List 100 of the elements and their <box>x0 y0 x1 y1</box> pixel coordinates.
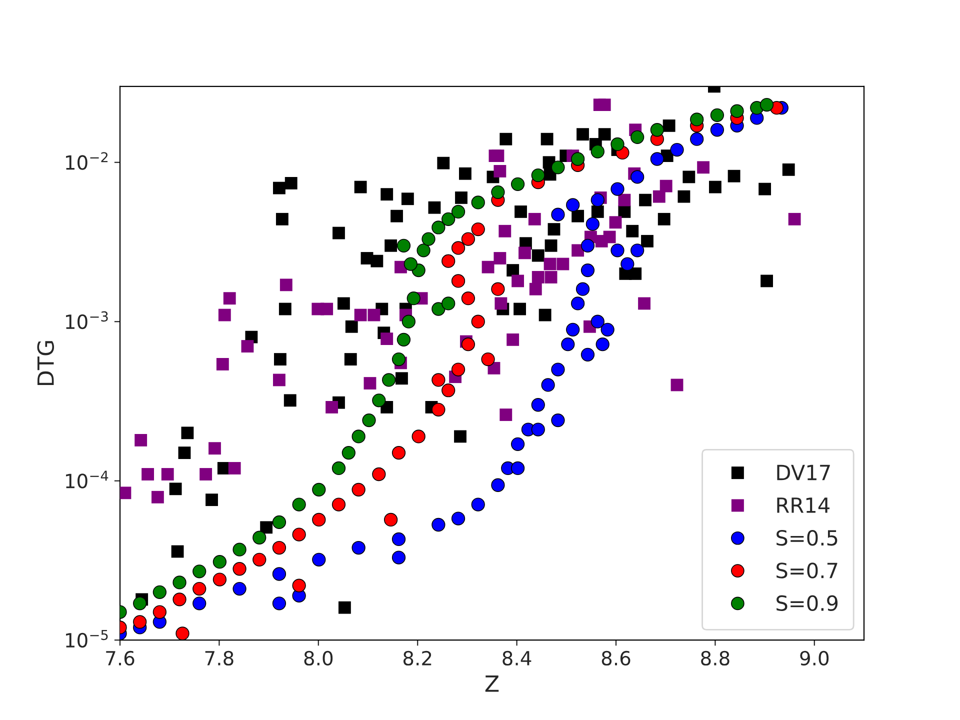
point <box>232 582 246 596</box>
point <box>312 482 326 497</box>
point <box>352 430 366 444</box>
point <box>152 585 167 599</box>
point <box>580 263 595 278</box>
point <box>432 402 446 416</box>
x-tick-label: 8.8 <box>701 650 730 666</box>
point <box>541 378 555 392</box>
point <box>471 196 485 210</box>
point <box>422 232 436 246</box>
point <box>471 314 485 328</box>
legend-label: S=0.5 <box>776 530 838 546</box>
point <box>471 222 485 236</box>
point <box>531 398 545 412</box>
point <box>531 168 545 182</box>
point <box>551 362 565 376</box>
point <box>760 98 774 112</box>
point <box>561 338 575 352</box>
point <box>491 282 505 296</box>
point <box>580 348 595 362</box>
point <box>412 430 426 444</box>
point <box>710 123 724 137</box>
point <box>372 467 386 482</box>
point <box>510 437 525 451</box>
legend-label: S=0.7 <box>776 562 838 578</box>
point <box>292 498 306 512</box>
point <box>232 562 246 576</box>
point <box>510 461 525 476</box>
point <box>392 550 406 564</box>
point <box>442 384 456 398</box>
point <box>650 123 664 137</box>
point <box>570 152 585 166</box>
x-tick-label: 8.4 <box>502 650 532 666</box>
point <box>432 302 446 316</box>
point <box>481 352 495 366</box>
point <box>566 198 580 212</box>
point <box>491 185 505 199</box>
point <box>596 338 610 352</box>
point <box>551 413 565 428</box>
point <box>192 596 206 610</box>
point <box>590 144 604 158</box>
point <box>432 518 446 532</box>
x-tick-label: 7.6 <box>106 650 134 666</box>
point <box>272 567 286 581</box>
point <box>610 137 624 152</box>
point <box>451 204 466 219</box>
point <box>406 292 420 306</box>
x-tick-label: 8.0 <box>304 650 333 666</box>
point <box>730 104 744 118</box>
point <box>416 244 430 258</box>
point <box>172 592 186 606</box>
point <box>461 232 476 246</box>
y-tick-label: 10$^{−2}$ <box>66 152 108 170</box>
point <box>352 482 366 497</box>
x-tick-label: 7.8 <box>205 650 234 666</box>
point <box>292 578 306 592</box>
point <box>551 160 565 174</box>
y-tick-label: 10$^{−5}$ <box>66 630 108 648</box>
point <box>384 512 398 527</box>
point <box>586 217 600 231</box>
point <box>382 373 396 387</box>
point <box>232 542 246 556</box>
point <box>590 314 604 328</box>
point <box>690 112 704 126</box>
point <box>312 512 326 527</box>
point <box>670 142 684 157</box>
point <box>212 555 227 569</box>
legend-label: DV17 <box>777 464 830 480</box>
x-tick-label: 8.6 <box>602 650 630 666</box>
point <box>580 238 595 252</box>
point <box>133 615 147 629</box>
legend-label: RR14 <box>777 498 830 513</box>
y-axis-title: DTG <box>37 341 54 386</box>
point <box>212 572 227 586</box>
point <box>176 626 190 640</box>
point <box>610 182 624 196</box>
point <box>442 254 456 268</box>
point <box>442 296 456 310</box>
point <box>451 512 466 526</box>
point <box>404 257 418 271</box>
point <box>630 244 644 258</box>
point <box>451 362 466 376</box>
point <box>610 244 624 258</box>
point <box>600 322 614 336</box>
point <box>272 515 286 530</box>
point <box>396 332 411 347</box>
point <box>630 170 644 184</box>
point <box>432 220 446 234</box>
point <box>710 108 724 122</box>
point <box>172 576 186 590</box>
point <box>252 552 266 566</box>
point <box>461 292 476 306</box>
point <box>551 208 565 222</box>
point <box>152 605 167 619</box>
point <box>352 540 366 555</box>
point <box>566 322 580 336</box>
point <box>690 132 704 146</box>
point <box>510 177 525 191</box>
point <box>332 461 346 476</box>
point <box>392 446 406 460</box>
